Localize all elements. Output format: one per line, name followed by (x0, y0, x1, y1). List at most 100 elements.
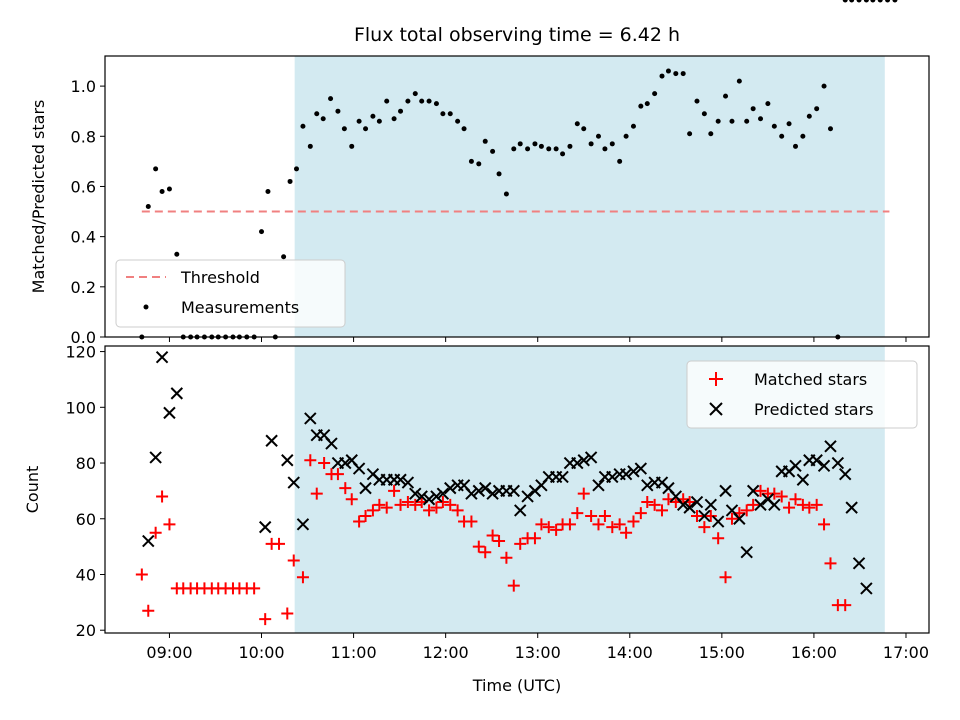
matched-star-point (465, 515, 478, 528)
matched-star-point (142, 604, 155, 617)
matched-star-point (359, 509, 372, 522)
measurement-point (482, 138, 488, 144)
measurement-point (736, 78, 742, 84)
measurement-point (779, 133, 785, 139)
measurement-point (673, 71, 679, 77)
measurement-point (538, 143, 544, 149)
matched-star-point (451, 504, 464, 517)
predicted-star-point (465, 487, 478, 500)
matched-star-point (486, 529, 499, 542)
y-tick-label: 0.0 (71, 328, 96, 347)
measurement-point (341, 126, 347, 132)
matched-star-point (613, 518, 626, 531)
measurement-point (588, 141, 594, 147)
measurement-point (503, 191, 509, 197)
predicted-star-point (359, 481, 372, 495)
matched-star-point (656, 504, 669, 517)
measurement-point (827, 126, 833, 132)
matched-star-point (690, 509, 703, 522)
measurement-point (174, 251, 180, 257)
measurement-point (877, 0, 883, 3)
matched-star-point (747, 498, 760, 511)
measurement-point (581, 126, 587, 132)
measurement-point (800, 133, 806, 139)
measurement-point (433, 101, 439, 107)
measurement-point (856, 0, 862, 3)
measurement-point (356, 118, 362, 124)
predicted-star-point (339, 456, 352, 470)
bottom-y-axis-label: Count (23, 466, 42, 514)
measurement-point (567, 143, 573, 149)
matched-star-point (648, 498, 661, 511)
measurement-point (723, 93, 729, 99)
measurement-point (715, 118, 721, 124)
matched-star-point (248, 582, 261, 595)
measurement-point (765, 101, 771, 107)
predicted-star-point (676, 498, 690, 512)
legend-threshold-label: Threshold (180, 268, 260, 287)
matched-star-point (436, 496, 449, 509)
matched-star-point (824, 557, 837, 570)
x-axis-label: Time (UTC) (472, 676, 561, 695)
predicted-star-point (422, 493, 436, 506)
matched-star-point (598, 509, 611, 522)
matched-star-point (754, 484, 767, 497)
measurement-point (426, 98, 432, 104)
matched-star-point (281, 607, 294, 620)
predicted-star-point (641, 479, 654, 492)
matched-star-point (163, 518, 176, 531)
predicted-star-point (258, 520, 272, 534)
measurement-point (771, 123, 777, 129)
measurement-point (265, 188, 271, 194)
matched-star-point (366, 504, 379, 517)
measurement-point (412, 91, 418, 97)
y-tick-label: 1.0 (71, 77, 96, 96)
measurement-point (786, 121, 792, 127)
measurement-point (153, 166, 159, 172)
measurement-point (687, 131, 693, 137)
measurement-point (281, 254, 287, 260)
measurement-point (609, 141, 615, 147)
matched-star-point (273, 537, 286, 550)
top-y-axis-label: Matched/Predicted stars (29, 100, 48, 294)
predicted-star-point (304, 412, 317, 425)
x-tick-label: 12:00 (423, 643, 469, 662)
measurement-point (166, 186, 172, 192)
predicted-star-point (634, 462, 648, 475)
predicted-star-point (415, 490, 428, 503)
matched-star-point (401, 496, 414, 509)
matched-star-point (493, 535, 506, 548)
measurement-point (708, 131, 714, 137)
measurement-point (729, 118, 735, 124)
measurement-point (370, 113, 376, 119)
x-tick-label: 13:00 (515, 643, 561, 662)
legend-matched-label: Matched stars (754, 370, 867, 389)
measurement-point (652, 91, 658, 97)
predicted-star-point (740, 545, 753, 559)
y-tick-label: 20 (76, 621, 96, 640)
predicted-star-point (401, 476, 415, 489)
predicted-star-point (170, 387, 184, 400)
predicted-star-point (507, 484, 520, 498)
measurement-point (694, 98, 700, 104)
matched-star-point (712, 532, 725, 545)
measurement-point (511, 146, 517, 152)
predicted-star-point (810, 454, 823, 467)
predicted-star-point (719, 484, 732, 498)
matched-star-point (803, 501, 816, 514)
measurement-point (546, 146, 552, 152)
bottom-legend: Matched stars Predicted stars (686, 360, 918, 429)
x-tick-label: 10:00 (238, 643, 284, 662)
predicted-star-point (817, 459, 831, 473)
matched-star-point (528, 532, 541, 545)
matched-star-point (719, 571, 732, 584)
predicted-star-point (394, 473, 407, 486)
measurement-point (391, 116, 397, 122)
y-tick-label: 0.6 (71, 177, 96, 196)
predicted-star-point (571, 456, 584, 470)
legend-measurements-label: Measurements (181, 298, 299, 317)
measurement-point (744, 118, 750, 124)
matched-star-point (373, 498, 386, 511)
matched-star-point (339, 482, 352, 495)
measurement-point (320, 116, 326, 122)
